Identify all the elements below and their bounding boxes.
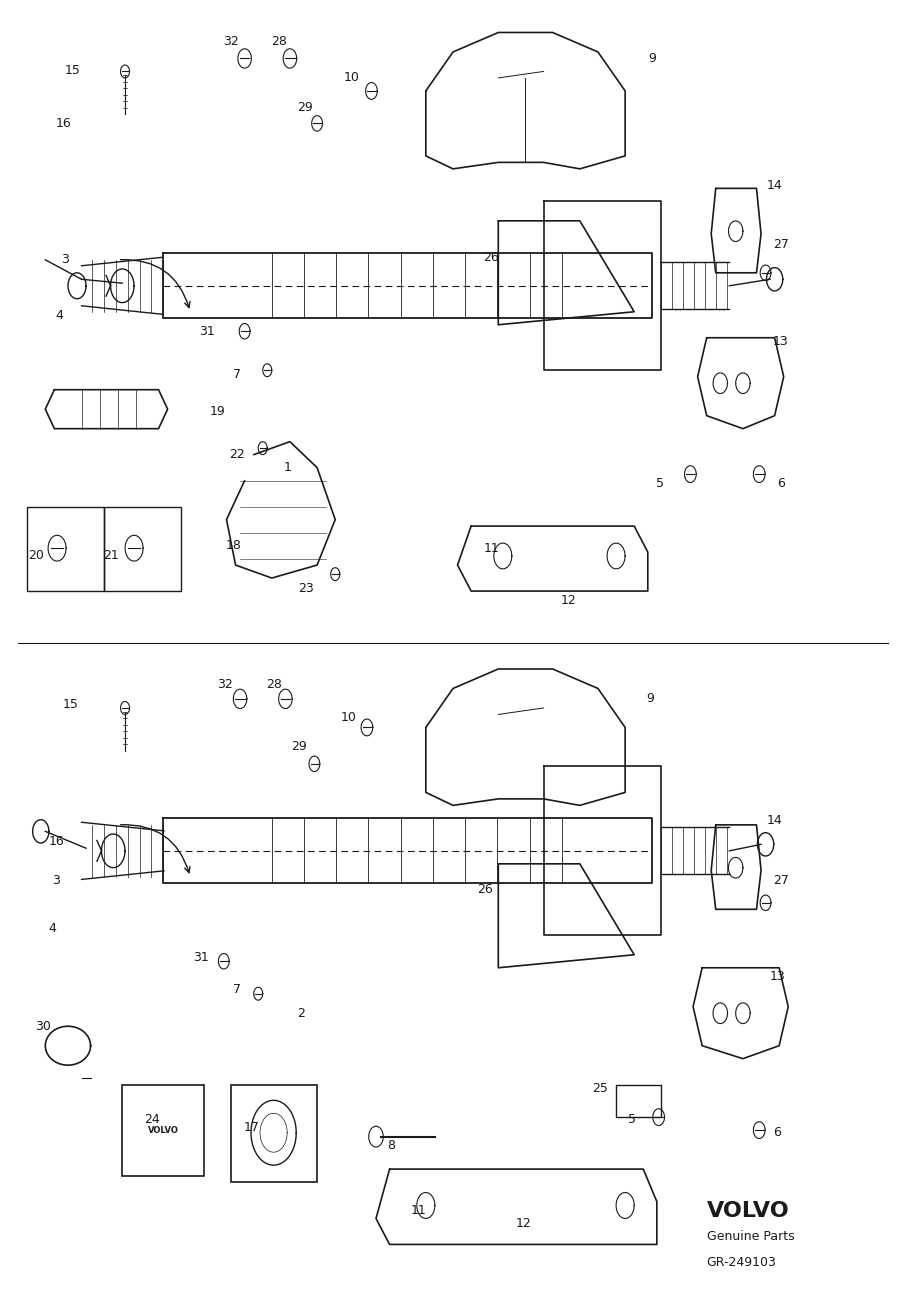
Text: 31: 31 [198,325,215,338]
Text: 9: 9 [647,692,654,705]
Text: 32: 32 [223,35,239,48]
Text: 8: 8 [388,1139,395,1152]
Text: 20: 20 [28,549,44,562]
Text: 4: 4 [55,309,63,322]
Text: 2: 2 [297,1007,304,1020]
Text: Genuine Parts: Genuine Parts [707,1230,795,1243]
Text: 30: 30 [35,1020,52,1033]
Text: 23: 23 [298,582,314,595]
Text: 7: 7 [234,368,241,381]
Text: 5: 5 [629,1113,636,1126]
Text: 28: 28 [265,678,282,691]
Text: 25: 25 [592,1082,608,1095]
Text: 11: 11 [410,1204,427,1217]
Text: 11: 11 [483,542,499,555]
Text: 32: 32 [217,678,233,691]
Text: 26: 26 [477,883,493,896]
Text: 4: 4 [49,922,56,935]
Bar [27,507,104,591]
Bar [104,507,181,591]
Text: 9: 9 [649,52,656,65]
Text: 18: 18 [226,539,242,552]
Text: 5: 5 [656,477,663,490]
Text: 3: 3 [53,874,60,887]
Text: 27: 27 [773,238,789,251]
Text: 16: 16 [48,835,64,848]
Text: 21: 21 [102,549,119,562]
Text: GR-249103: GR-249103 [707,1256,776,1269]
Text: 17: 17 [244,1121,260,1134]
Text: 29: 29 [297,101,313,114]
Text: VOLVO: VOLVO [148,1126,178,1134]
Text: 28: 28 [271,35,287,48]
Text: VOLVO: VOLVO [707,1200,789,1221]
Text: 31: 31 [193,951,209,964]
Text: 6: 6 [777,477,785,490]
Text: 15: 15 [63,698,79,711]
Text: 22: 22 [229,448,246,461]
Text: 12: 12 [516,1217,532,1230]
Text: 15: 15 [64,64,81,77]
Text: 3: 3 [62,253,69,266]
Text: 13: 13 [769,970,786,983]
Text: 26: 26 [483,251,499,264]
Text: 6: 6 [774,1126,781,1139]
Bar [231,1085,317,1182]
Text: 13: 13 [773,335,789,348]
Text: 10: 10 [341,711,357,724]
Text: 12: 12 [561,594,577,607]
Text: 16: 16 [55,117,72,130]
Text: 19: 19 [209,405,226,418]
Bar [122,1085,204,1176]
Text: 7: 7 [234,983,241,996]
Text: 1: 1 [284,461,292,474]
Text: 10: 10 [343,71,360,84]
Text: 27: 27 [773,874,789,887]
Text: 14: 14 [766,814,783,827]
Text: 24: 24 [144,1113,160,1126]
Text: 29: 29 [291,740,307,753]
Text: 14: 14 [766,179,783,192]
